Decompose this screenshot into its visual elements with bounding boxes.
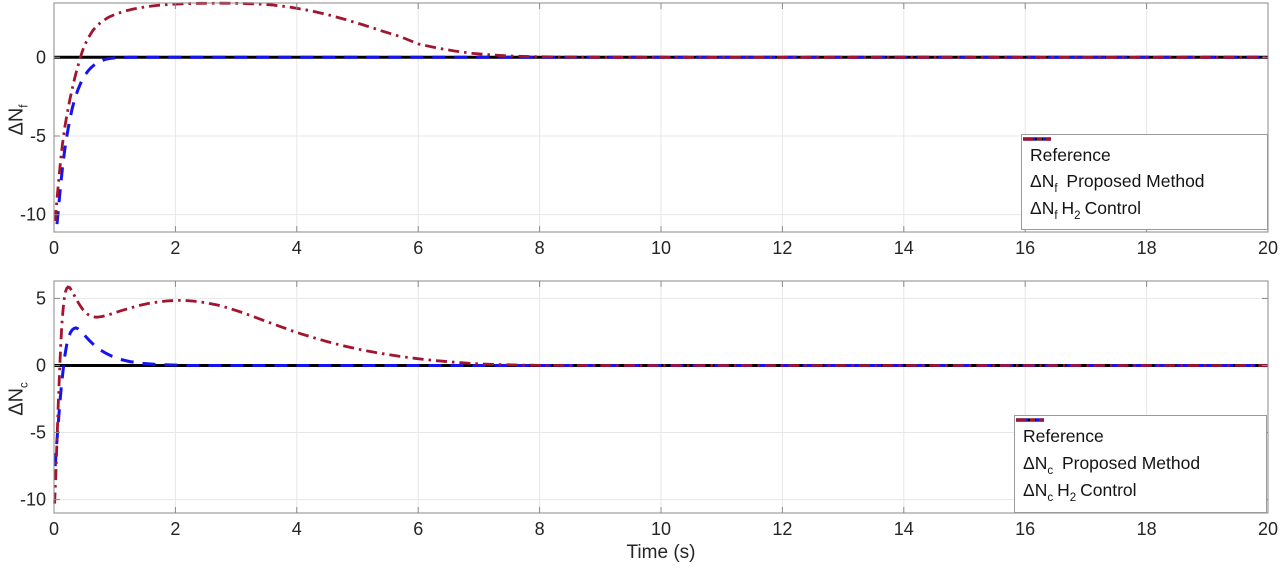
label-text: Reference xyxy=(1030,144,1111,165)
label-text: Reference xyxy=(1023,426,1104,447)
legend-label: ΔNc H2 Control xyxy=(1023,480,1137,504)
legend-line-swatch-icon xyxy=(1023,137,1051,141)
x-tick-label: 8 xyxy=(535,238,545,258)
tick-labels-delta-nc: 0 2 4 6 8 10 12 14 16 18 20 5 0 -5 -10 xyxy=(20,288,1278,539)
legend-line-swatch-icon xyxy=(1016,418,1044,422)
label-subscript: c xyxy=(18,382,31,388)
y-tick-label: -5 xyxy=(30,423,46,443)
legend-item-delta-nf-2: ΔNf H2 Control xyxy=(1023,137,1261,222)
legend-item-delta-nf-1: ΔNf Proposed Method xyxy=(1023,137,1261,196)
label-text: ΔN xyxy=(1030,171,1055,192)
y-axis-label-delta-nf: ΔNf xyxy=(5,100,31,136)
x-tick-label: 20 xyxy=(1258,238,1278,258)
label-subscript: f xyxy=(1054,209,1058,222)
x-tick-label: 6 xyxy=(413,238,423,258)
x-tick-label: 14 xyxy=(894,519,914,539)
x-tick-label: 12 xyxy=(772,238,792,258)
x-tick-label: 18 xyxy=(1137,519,1157,539)
x-tick-label: 10 xyxy=(651,238,671,258)
legend-label: ΔNf Proposed Method xyxy=(1030,171,1205,196)
label-subscript: 2 xyxy=(1074,209,1081,222)
subplot-delta-nf: 0 2 4 6 8 10 12 14 16 18 20 0 -5 -10 xyxy=(20,1,1278,258)
y-tick-label: 0 xyxy=(36,47,46,67)
legend-item-delta-nf-0: Reference xyxy=(1023,137,1261,165)
x-tick-label: 16 xyxy=(1015,519,1035,539)
label-text: H xyxy=(1057,480,1070,501)
legend-label: Reference xyxy=(1023,428,1104,446)
tick-labels-delta-nf: 0 2 4 6 8 10 12 14 16 18 20 0 -5 -10 xyxy=(20,47,1278,258)
y-tick-label: -10 xyxy=(20,490,46,510)
legend-label: ΔNc Proposed Method xyxy=(1023,453,1201,478)
y-tick-label: 0 xyxy=(36,355,46,375)
legend-delta-nf: Reference ΔNf Proposed Method ΔNf H2 Control xyxy=(1021,134,1268,230)
x-tick-label: 12 xyxy=(772,519,792,539)
y-tick-label: 5 xyxy=(36,288,46,308)
y-axis-label-delta-nc: ΔNc xyxy=(5,378,31,416)
label-text: ΔN xyxy=(1023,453,1048,474)
label-subscript: f xyxy=(1054,183,1058,196)
x-tick-label: 14 xyxy=(894,238,914,258)
x-tick-label: 0 xyxy=(49,519,59,539)
legend-item-delta-nc-1: ΔNc Proposed Method xyxy=(1016,418,1260,478)
series-delta-nc-1 xyxy=(53,326,1268,467)
x-tick-label: 16 xyxy=(1015,238,1035,258)
x-tick-label: 20 xyxy=(1258,519,1278,539)
series-delta-nc-2 xyxy=(53,285,1268,504)
label-text: ΔN xyxy=(5,107,28,136)
label-text: Proposed Method xyxy=(1057,453,1201,474)
y-tick-label: -5 xyxy=(30,126,46,146)
legend-label: ΔNf H2 Control xyxy=(1030,197,1141,222)
label-text: ΔN xyxy=(1030,197,1055,218)
label-text: Proposed Method xyxy=(1061,171,1205,192)
legend-item-delta-nc-0: Reference xyxy=(1016,418,1260,446)
label-subscript: 2 xyxy=(1069,492,1077,505)
label-text: ΔN xyxy=(5,387,28,416)
x-tick-label: 6 xyxy=(413,519,423,539)
x-tick-label: 4 xyxy=(292,519,302,539)
label-text: H xyxy=(1061,197,1075,218)
x-tick-label: 0 xyxy=(49,238,59,258)
label-text: Control xyxy=(1080,480,1137,501)
x-tick-label: 2 xyxy=(170,238,180,258)
legend-item-delta-nc-2: ΔNc H2 Control xyxy=(1016,418,1260,504)
x-tick-label: 2 xyxy=(170,519,180,539)
legend-label: Reference xyxy=(1030,144,1111,165)
label-text: Control xyxy=(1084,197,1141,218)
x-tick-label: 4 xyxy=(292,238,302,258)
x-tick-label: 18 xyxy=(1137,238,1157,258)
label-text: ΔN xyxy=(1023,480,1048,501)
series-delta-nf-1 xyxy=(55,55,1268,225)
label-subscript: c xyxy=(1047,465,1054,478)
y-tick-label: -10 xyxy=(20,205,46,225)
x-tick-label: 10 xyxy=(651,519,671,539)
label-subscript: f xyxy=(18,103,31,108)
x-tick-label: 8 xyxy=(535,519,545,539)
label-subscript: c xyxy=(1047,492,1054,505)
legend-delta-nc: Reference ΔNc Proposed Method ΔNc H2 Control xyxy=(1014,415,1267,513)
x-axis-label: Time (s) xyxy=(626,542,696,563)
